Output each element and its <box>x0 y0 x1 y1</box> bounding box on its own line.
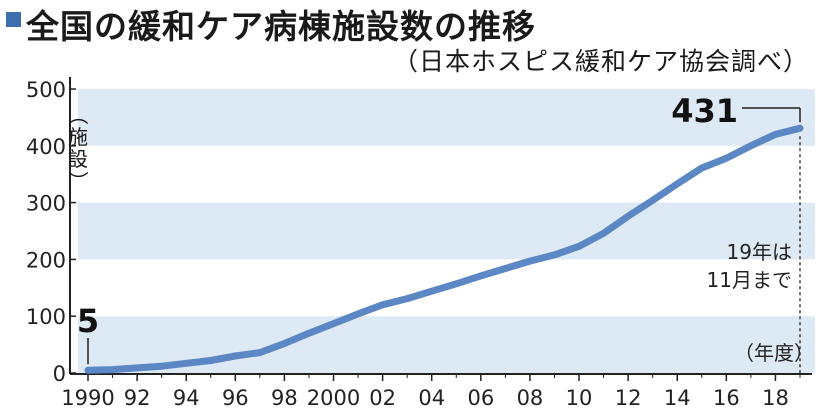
chart-title: 全国の緩和ケア病棟施設数の推移 <box>26 7 536 46</box>
x-tick-label: 16 <box>713 386 740 410</box>
x-tick-label: 04 <box>418 386 445 410</box>
x-tick-label: 18 <box>762 386 789 410</box>
grid-bands <box>78 89 815 373</box>
x-tick-label: 12 <box>615 386 642 410</box>
annotations: 5 431 19年は 11月まで （年度） <box>77 92 814 373</box>
y-axis-label-open: （ <box>66 105 90 125</box>
y-tick-label: 400 <box>26 135 66 159</box>
x-tick-labels: 1990 92 94 96 98 2000 02 04 06 08 10 12 14 16 18 <box>61 386 789 410</box>
x-axis-label: （年度） <box>734 341 814 365</box>
title-marker <box>6 12 21 27</box>
x-tick-label: 08 <box>517 386 544 410</box>
x-tick-label: 10 <box>566 386 593 410</box>
note-line-1: 19年は <box>727 240 792 264</box>
y-axis-label: （ 施 設 ） <box>66 104 90 192</box>
source-note: （日本ホスピス緩和ケア協会調べ） <box>392 47 809 76</box>
x-tick-label: 06 <box>467 386 494 410</box>
y-tick-label: 200 <box>26 248 66 272</box>
grid-band-1 <box>78 202 815 260</box>
x-tick-label: 96 <box>222 386 249 410</box>
y-tick-label: 0 <box>53 362 66 386</box>
x-tick-label: 98 <box>271 386 298 410</box>
y-axis-label-char-1: 施 <box>68 125 88 149</box>
end-value-label: 431 <box>671 92 738 130</box>
y-tick-label: 500 <box>26 78 66 102</box>
series-line <box>84 124 804 374</box>
x-tick-label: 02 <box>369 386 396 410</box>
y-axis-label-close: ） <box>66 171 90 191</box>
axes <box>69 77 812 381</box>
x-tick-label: 94 <box>173 386 200 410</box>
x-tick-label: 2000 <box>307 386 360 410</box>
x-tick-label: 14 <box>664 386 691 410</box>
note-line-2: 11月まで <box>707 268 792 292</box>
x-tick-label: 92 <box>124 386 151 410</box>
x-tick-label: 1990 <box>61 386 114 410</box>
y-tick-labels: 0 100 200 300 400 500 <box>26 78 66 386</box>
y-tick-label: 100 <box>26 305 66 329</box>
start-value-label: 5 <box>77 302 99 340</box>
y-axis-label-char-2: 設 <box>68 147 88 171</box>
y-tick-label: 300 <box>26 192 66 216</box>
grid-band-0 <box>78 89 815 146</box>
